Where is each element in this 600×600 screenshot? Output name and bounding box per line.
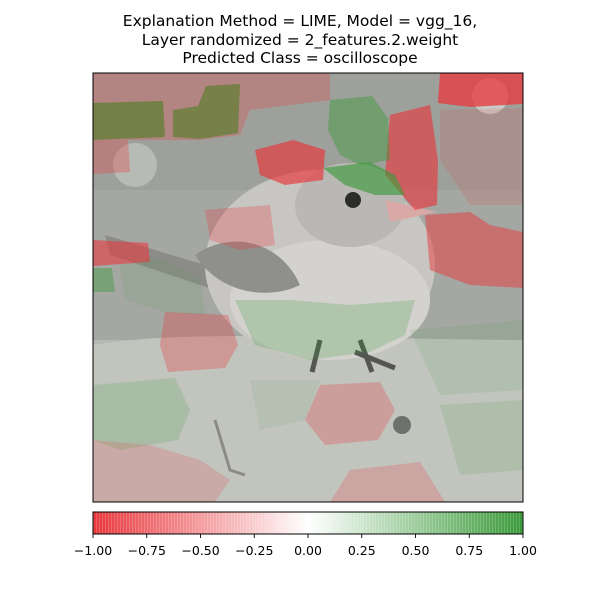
segment-left-edge-negative	[93, 240, 150, 266]
image-axes-frame	[92, 72, 524, 503]
colorbar-tick-label: 0.25	[348, 543, 376, 558]
colorbar-tick-label: 1.00	[509, 543, 537, 558]
colorbar-tick-label: 0.75	[455, 543, 483, 558]
colorbar-ticks: −1.00 −0.75 −0.50 −0.25 0.00 0.25 0.50 0.75 1.00	[74, 534, 537, 558]
lime-segments	[93, 73, 523, 502]
light-spot-2	[113, 143, 157, 187]
segment-bottom-left-negative	[93, 440, 230, 502]
colorbar-tick-label: 0.00	[294, 543, 322, 558]
colorbar-tick-label: −0.50	[181, 543, 219, 558]
explanation-image	[93, 73, 523, 502]
rock-dark-spot	[393, 416, 411, 434]
segment-center-top-negative	[255, 140, 325, 185]
colorbar-hatch	[93, 512, 523, 534]
chart-title-line-3: Predicted Class = oscilloscope	[182, 49, 418, 67]
segment-right-mid-negative	[425, 212, 523, 288]
colorbar-tick-label: −0.75	[128, 543, 166, 558]
bird-beak	[385, 200, 437, 222]
segment-bird-body-negative	[205, 205, 275, 250]
colorbar: −1.00 −0.75 −0.50 −0.25 0.00 0.25 0.50 0.75 1.00	[74, 511, 537, 558]
bird-shadow	[213, 419, 246, 477]
chart-title-line-2: Layer randomized = 2_features.2.weight	[141, 31, 459, 49]
colorbar-tick-label: −0.25	[235, 543, 273, 558]
segment-neutral-wash-2	[410, 320, 523, 395]
segment-bottom-right-negative	[330, 462, 445, 502]
colorbar-tick-label: 0.50	[402, 543, 430, 558]
bird-eye	[345, 192, 361, 208]
segment-lower-negative	[160, 312, 238, 372]
segment-neutral-wash-4	[250, 380, 320, 430]
segment-neutral-wash-3	[440, 400, 523, 475]
segment-bird-head-positive	[323, 162, 405, 195]
bird-wing	[195, 241, 300, 293]
bird-feet	[309, 339, 396, 373]
segment-neutral-wash-5	[440, 108, 523, 205]
segment-rock-positive	[93, 378, 190, 450]
segment-top-right-strong-negative	[438, 73, 523, 107]
segment-rock-negative	[305, 382, 395, 445]
segment-upper-left-negative	[93, 140, 130, 174]
segment-upper-mid-negative	[93, 73, 330, 140]
chart-title-line-1: Explanation Method = LIME, Model = vgg_1…	[122, 12, 478, 30]
colorbar-tick-label: −1.00	[74, 543, 112, 558]
segment-top-left-2-strong-positive	[173, 84, 240, 139]
segment-bird-belly-positive	[235, 300, 415, 360]
segment-left-edge-positive	[93, 268, 115, 292]
segment-green-top-mid	[328, 96, 390, 165]
segment-top-left-strong-positive	[93, 101, 165, 140]
segment-neutral-wash-1	[120, 258, 205, 315]
rock-shape	[93, 336, 523, 502]
